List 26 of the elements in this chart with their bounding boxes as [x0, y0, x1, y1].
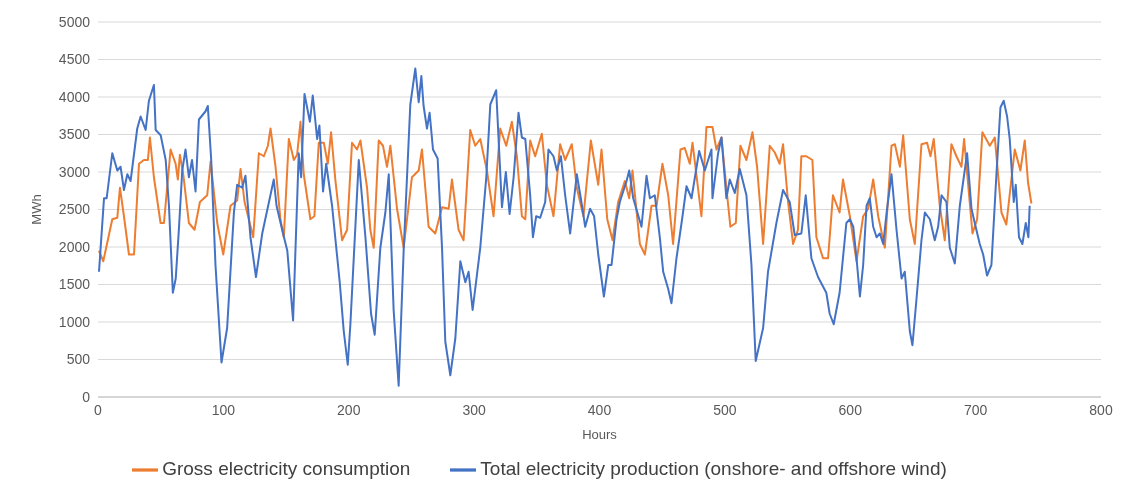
- y-tick-label: 4500: [58, 51, 91, 68]
- y-tick-label: 3500: [58, 126, 91, 143]
- legend-label: Gross electricity consumption: [162, 458, 411, 480]
- y-tick-label: 5000: [58, 13, 91, 30]
- x-tick-label: 100: [211, 401, 236, 418]
- y-tick-label: 2000: [58, 238, 91, 255]
- x-tick-label: 200: [337, 401, 361, 418]
- x-tick-label: 300: [462, 401, 487, 418]
- x-tick-label: 400: [587, 401, 612, 418]
- x-tick-label: 0: [94, 401, 103, 418]
- x-tick-label: 700: [963, 401, 988, 418]
- y-tick-label: 4000: [58, 88, 91, 105]
- x-tick-label: 600: [838, 401, 863, 418]
- x-axis-title: Hours: [582, 427, 618, 442]
- legend-label: Total electricity production (onshore- and offshore wind): [480, 458, 947, 480]
- y-tick-label: 1500: [58, 276, 91, 293]
- y-tick-label: 0: [82, 388, 91, 405]
- x-tick-label: 800: [1089, 401, 1113, 418]
- line-series: [98, 67, 1031, 387]
- y-tick-label: 1000: [58, 313, 91, 330]
- line-series: [98, 120, 1033, 263]
- y-axis-title: MWh: [28, 194, 44, 225]
- y-tick-label: 500: [66, 351, 91, 368]
- y-tick-label: 2500: [58, 201, 91, 218]
- x-tick-label: 500: [713, 401, 737, 418]
- y-tick-label: 3000: [58, 163, 91, 180]
